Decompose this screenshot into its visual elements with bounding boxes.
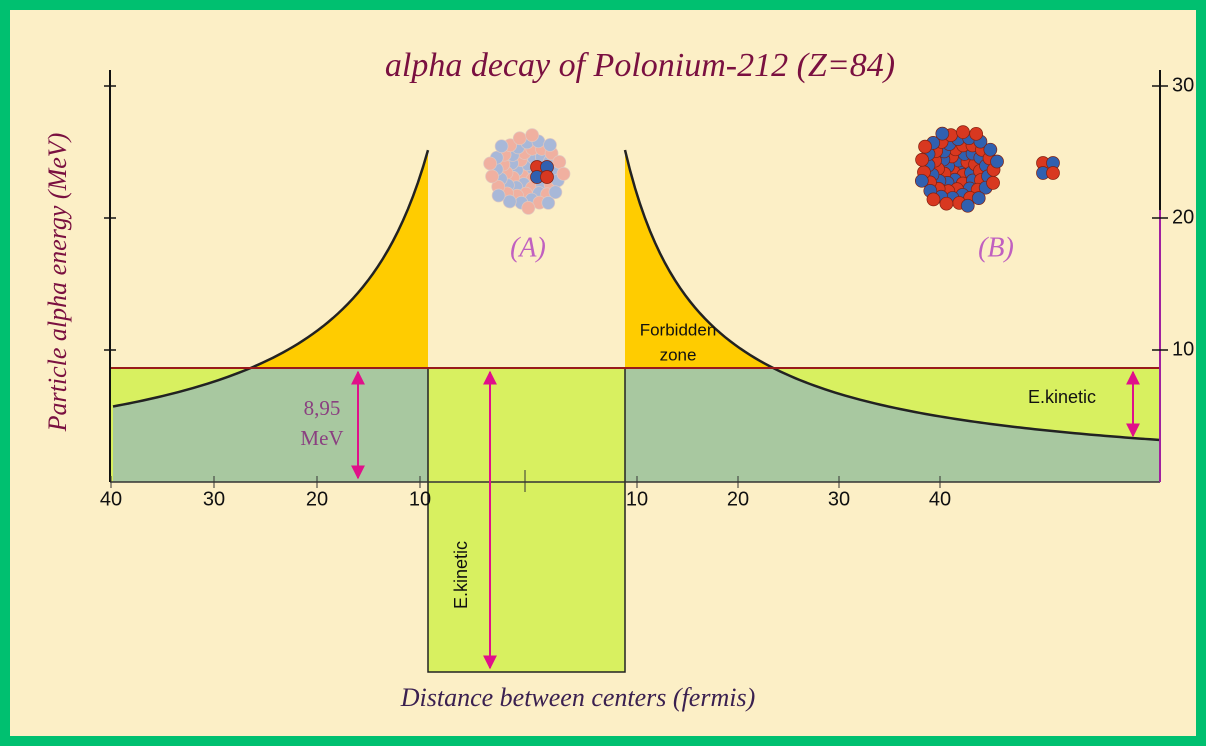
nucleon: [957, 126, 970, 139]
nucleon: [987, 176, 1000, 189]
well: [428, 368, 625, 672]
nucleon: [553, 156, 566, 169]
nucleon: [984, 143, 997, 156]
label-b: (B): [978, 232, 1014, 263]
nucleon: [542, 196, 555, 209]
page: {"title": "alpha decay of Polonium-212 (…: [0, 0, 1206, 746]
y-axis-label: Particle alpha energy (MeV): [43, 133, 72, 433]
label-a: (A): [510, 232, 546, 263]
y-tick-label: 20: [1172, 206, 1194, 228]
nucleon: [526, 129, 539, 142]
x-tick-label: 30: [828, 488, 850, 510]
x-tick-label: 20: [727, 488, 749, 510]
energy-label: 8,95: [304, 396, 341, 420]
nucleon: [541, 171, 554, 184]
nucleon: [991, 155, 1004, 168]
nucleon: [522, 201, 535, 214]
y-tick-label: 30: [1172, 74, 1194, 96]
nucleon: [936, 127, 949, 140]
x-tick-label: 10: [626, 488, 648, 510]
nucleon: [557, 167, 570, 180]
nucleon: [486, 170, 499, 183]
nucleon: [961, 199, 974, 212]
x-tick-label: 30: [203, 488, 225, 510]
nucleon: [1047, 167, 1060, 180]
nucleon: [919, 140, 932, 153]
x-axis-label: Distance between centers (fermis): [400, 683, 756, 712]
diagram: alpha decay of Polonium-212 (Z=84) Parti…: [0, 0, 1206, 746]
kinetic-label: E.kinetic: [451, 541, 471, 609]
x-tick-label: 20: [306, 488, 328, 510]
nucleon: [927, 193, 940, 206]
nucleon: [544, 138, 557, 151]
nucleon: [970, 127, 983, 140]
nucleon: [484, 157, 497, 170]
forbidden-label: Forbidden: [640, 320, 717, 339]
forbidden-label: zone: [660, 345, 697, 364]
energy-label: MeV: [300, 426, 343, 450]
nucleon: [915, 174, 928, 187]
nucleon: [492, 189, 505, 202]
x-tick-label: 10: [409, 488, 431, 510]
nucleon: [972, 192, 985, 205]
kinetic-label: E.kinetic: [1028, 387, 1096, 407]
y-tick-label: 10: [1172, 338, 1194, 360]
nucleon: [495, 140, 508, 153]
title: alpha decay of Polonium-212 (Z=84): [385, 47, 895, 84]
x-tick-label: 40: [929, 488, 951, 510]
nucleon: [940, 197, 953, 210]
nucleon: [513, 132, 526, 145]
nucleon: [916, 153, 929, 166]
x-tick-label: 40: [100, 488, 122, 510]
